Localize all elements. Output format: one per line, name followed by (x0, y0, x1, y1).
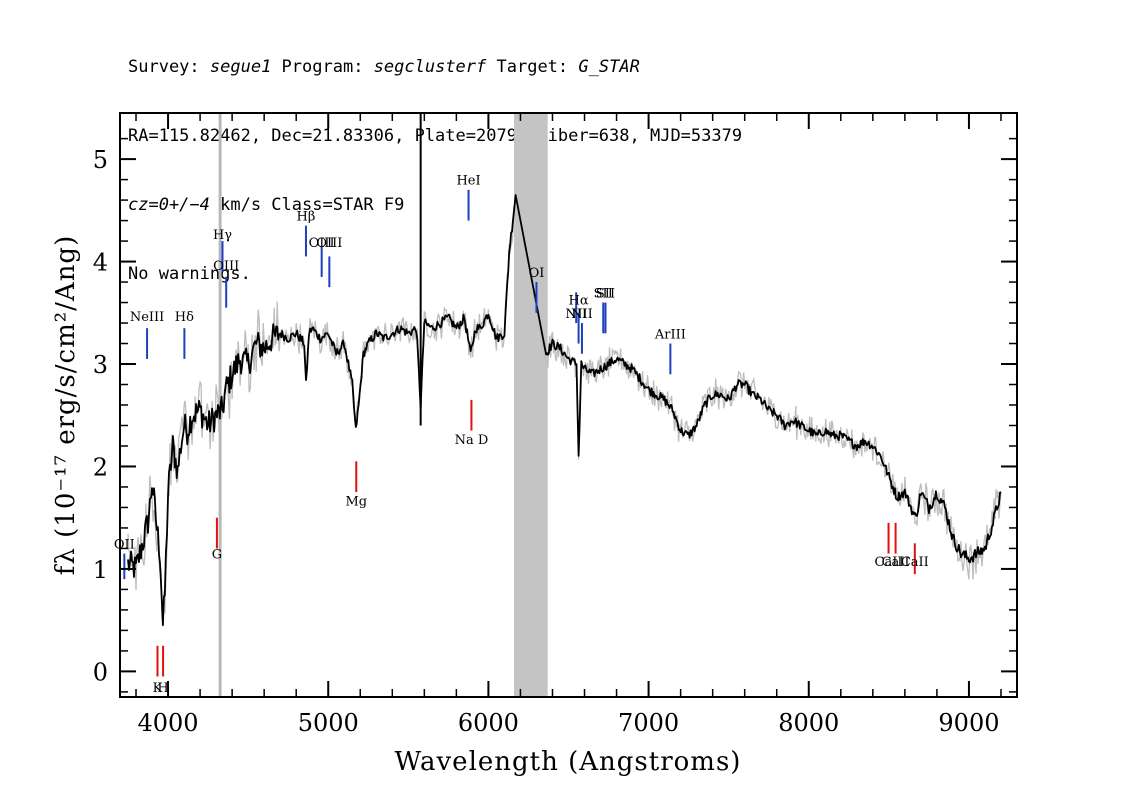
emission-line-label: OIII (309, 236, 335, 251)
y-tick-label: 3 (93, 351, 108, 379)
emission-line-label: SII (594, 286, 613, 301)
emission-line-label: NeIII (130, 310, 164, 325)
absorption-line-label: CaII (882, 555, 910, 570)
x-tick-label: 9000 (938, 709, 999, 737)
emission-line-13: SII (594, 286, 613, 334)
axis-ticks-layer: 4000 5000 6000 7000 8000 9000 0 1 2 3 4 5 (93, 113, 1017, 737)
absorption-line-label: Mg (345, 494, 367, 509)
absorption-line-label: H (157, 681, 168, 696)
absorption-line-2: G (212, 517, 222, 563)
absorption-line-0: K (153, 645, 163, 696)
emission-line-label: Hβ (297, 210, 316, 225)
survey-label: Survey: (128, 57, 210, 77)
emission-line-label: OII (114, 537, 135, 552)
emission-line-7: OIII (316, 236, 342, 288)
class-value: km/s Class=STAR F9 (209, 195, 405, 215)
x-tick-label: 6000 (458, 709, 519, 737)
emission-line-5: Hβ (297, 210, 316, 257)
target-value: G_STAR (578, 57, 640, 77)
x-tick-label: 4000 (138, 709, 199, 737)
emission-line-label: OI (529, 266, 545, 281)
header-coordinates-line: RA=115.82462, Dec=21.83306, Plate=2079, … (128, 126, 743, 146)
emission-line-11: Hα (569, 294, 589, 344)
absorption-line-7: CaII (901, 543, 929, 575)
absorption-line-1: H (157, 645, 169, 696)
program-value: segclusterf (373, 57, 487, 77)
x-tick-label: 5000 (298, 709, 359, 737)
emission-line-1: NeIII (130, 310, 164, 359)
emission-line-label: NII (571, 307, 593, 322)
spectrum-header: Survey: segue1 Program: segclusterf Targ… (128, 10, 742, 309)
emission-line-label: Hδ (175, 310, 194, 325)
x-tick-label: 8000 (778, 709, 839, 737)
header-survey-line: Survey: segue1 Program: segclusterf Targ… (128, 56, 742, 79)
emission-line-label: Hγ (213, 228, 232, 243)
y-tick-label: 4 (93, 249, 108, 277)
masked-region-band (514, 113, 548, 697)
emission-line-10: NII (565, 292, 587, 324)
x-tick-label: 7000 (618, 709, 679, 737)
redshift-value: cz=0+/−4 (128, 195, 210, 215)
emission-line-8: HeI (456, 174, 481, 221)
absorption-line-label: CaII (875, 555, 903, 570)
emission-line-14: SII (596, 286, 615, 334)
emission-line-label: ArIII (654, 327, 686, 342)
emission-line-label: OIII (213, 259, 239, 274)
y-tick-label: 5 (93, 146, 108, 174)
error-band-layer (127, 193, 1002, 620)
emission-line-4: OIII (213, 259, 239, 308)
absorption-line-4: Na D (455, 399, 489, 448)
absorption-line-label: G (212, 548, 222, 563)
emission-line-6: OIII (309, 236, 335, 277)
survey-value: segue1 (209, 57, 272, 77)
emission-line-label: HeI (456, 174, 480, 189)
emission-line-9: OI (529, 266, 545, 313)
flux-error-series (127, 193, 1002, 620)
emission-line-label: SII (596, 286, 615, 301)
absorption-line-label: K (153, 681, 163, 696)
y-axis-title: fλ (10⁻¹⁷ erg/s/cm²/Ang) (51, 235, 81, 575)
absorption-line-label: Na D (455, 433, 489, 448)
absorption-line-5: CaII (875, 522, 903, 570)
flux-series-layer (127, 113, 1002, 627)
program-label: Program: (271, 57, 374, 77)
y-tick-label: 2 (93, 453, 108, 481)
emission-line-3: Hγ (213, 228, 232, 272)
target-label: Target: (486, 57, 579, 77)
x-axis-title: Wavelength (Angstroms) (395, 747, 742, 777)
absorption-line-label: CaII (901, 555, 929, 570)
emission-line-15: ArIII (654, 327, 686, 375)
absorption-line-6: CaII (882, 522, 910, 570)
masked-region-layer (218, 113, 548, 697)
emission-line-label: OIII (316, 236, 342, 251)
y-tick-label: 0 (93, 658, 108, 686)
header-redshift-line: cz=0+/−4 km/s Class=STAR F9 (128, 194, 742, 217)
plot-frame (119, 112, 1018, 698)
header-warnings-line: No warnings. (128, 264, 251, 284)
y-tick-label: 1 (93, 556, 108, 584)
emission-line-12: NII (571, 307, 593, 354)
emission-line-2: Hδ (175, 310, 194, 359)
emission-line-label: Hα (569, 294, 589, 309)
flux-series (127, 194, 1002, 627)
emission-line-label: NII (565, 307, 587, 322)
absorption-line-3: Mg (345, 461, 367, 509)
